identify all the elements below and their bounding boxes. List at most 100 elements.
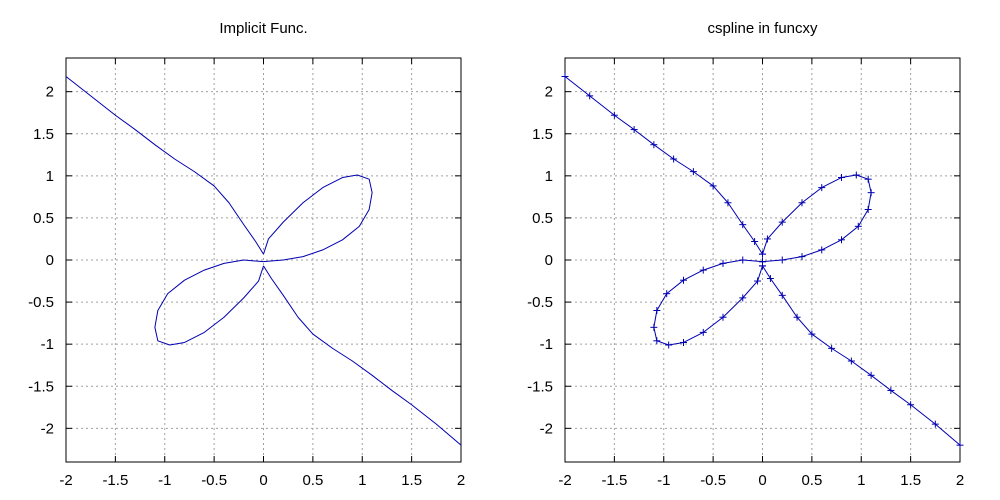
x-tick-label: 1 xyxy=(857,472,865,489)
y-tick-label: -2 xyxy=(540,420,553,437)
data-point-marker xyxy=(739,221,747,229)
x-tick-label: -1 xyxy=(158,472,171,489)
data-point-marker xyxy=(663,290,671,298)
data-point-marker xyxy=(751,237,759,245)
x-tick-label: 0.5 xyxy=(302,472,323,489)
data-point-marker xyxy=(887,386,895,394)
data-point-marker xyxy=(689,168,697,176)
x-tick-label: 0.5 xyxy=(801,472,822,489)
data-point-marker xyxy=(867,189,875,197)
x-tick-label: -1.5 xyxy=(102,472,128,489)
data-point-marker xyxy=(561,73,569,81)
data-point-marker xyxy=(759,250,766,258)
y-tick-label: 0.5 xyxy=(532,210,553,227)
data-point-marker xyxy=(808,330,816,338)
data-point-marker xyxy=(650,141,658,149)
curve-segment-2 xyxy=(263,174,373,263)
data-point-marker xyxy=(931,420,939,428)
y-tick-label: 2 xyxy=(46,84,54,101)
x-tick-label: 1.5 xyxy=(401,472,422,489)
data-point-marker xyxy=(847,357,855,365)
data-point-marker xyxy=(818,246,826,254)
chart-panel-cspline-in-funcxy: cspline in funcxy -2 -1.5 -1 -0.5 0 0.5 1 1.5 2 2 1… xyxy=(527,20,964,489)
data-point-marker xyxy=(759,262,766,270)
data-point-marker xyxy=(610,111,618,119)
x-tick-label: 1.5 xyxy=(900,472,921,489)
data-point-marker xyxy=(818,184,826,192)
data-point-marker xyxy=(719,259,727,267)
x-tick-label: 1 xyxy=(358,472,366,489)
curve-segment-4 xyxy=(263,265,462,446)
data-point-marker xyxy=(709,182,717,190)
curve-segment-3 xyxy=(653,259,763,346)
y-tick-label: 2 xyxy=(545,84,553,101)
data-point-marker xyxy=(864,206,872,213)
data-point-marker xyxy=(838,174,845,182)
y-tick-label: -1.5 xyxy=(28,378,54,395)
curve-segment-3 xyxy=(154,259,264,346)
data-point-marker xyxy=(838,236,845,244)
chart-title: cspline in funcxy xyxy=(707,20,818,37)
data-point-marker xyxy=(907,401,915,409)
y-tick-label: 0 xyxy=(545,252,553,269)
data-point-marker xyxy=(763,235,771,243)
data-point-marker xyxy=(864,175,872,183)
y-tick-label: -1 xyxy=(41,336,54,353)
x-tick-label: -1 xyxy=(657,472,670,489)
data-point-marker xyxy=(653,307,661,314)
data-point-marker xyxy=(630,126,638,134)
data-point-marker xyxy=(586,92,594,100)
data-point-marker xyxy=(798,253,806,261)
y-tick-label: 0.5 xyxy=(33,210,54,227)
data-point-marker xyxy=(778,256,786,264)
chart-title: Implicit Func. xyxy=(219,20,307,37)
data-point-marker xyxy=(854,222,862,230)
data-point-marker xyxy=(699,266,707,274)
data-point-marker xyxy=(739,294,747,302)
data-point-marker xyxy=(719,313,727,321)
data-point-marker xyxy=(680,338,687,346)
data-point-marker xyxy=(650,323,658,331)
y-tick-label: -0.5 xyxy=(28,294,54,311)
y-tick-label: 1.5 xyxy=(33,126,54,143)
x-tick-label: -0.5 xyxy=(700,472,726,489)
data-point-marker xyxy=(798,199,806,207)
data-point-marker xyxy=(778,291,786,299)
x-tick-label: 2 xyxy=(956,472,964,489)
data-point-marker xyxy=(852,171,860,179)
x-tick-label: 2 xyxy=(457,472,465,489)
curve-segment-1 xyxy=(65,76,264,255)
y-tick-label: 0 xyxy=(46,252,54,269)
data-point-marker xyxy=(828,344,836,352)
x-tick-label: -2 xyxy=(59,472,72,489)
data-point-marker xyxy=(754,277,762,285)
x-tick-label: -0.5 xyxy=(201,472,227,489)
data-point-marker xyxy=(778,218,786,226)
data-point-marker xyxy=(724,199,732,207)
x-tick-label: 0 xyxy=(758,472,766,489)
x-tick-label: 0 xyxy=(259,472,267,489)
data-point-marker xyxy=(670,155,678,163)
data-point-marker xyxy=(680,276,687,284)
data-point-marker xyxy=(793,313,801,321)
y-tick-label: -0.5 xyxy=(527,294,553,311)
data-point-marker xyxy=(653,337,661,345)
y-tick-label: -1 xyxy=(540,336,553,353)
curve-segment-2 xyxy=(762,174,872,263)
x-tick-label: -2 xyxy=(558,472,571,489)
data-point-marker xyxy=(665,341,673,349)
y-tick-label: 1 xyxy=(46,168,54,185)
data-point-marker xyxy=(766,275,774,283)
curve-segment-4 xyxy=(762,265,961,446)
curve-segment-1 xyxy=(564,76,763,255)
y-tick-label: 1 xyxy=(545,168,553,185)
data-point-marker xyxy=(739,256,747,264)
y-tick-label: -2 xyxy=(41,420,54,437)
data-point-marker xyxy=(699,328,707,336)
data-point-marker xyxy=(867,371,875,379)
y-tick-label: -1.5 xyxy=(527,378,553,395)
y-tick-label: 1.5 xyxy=(532,126,553,143)
x-tick-label: -1.5 xyxy=(601,472,627,489)
chart-panel-implicit-func: Implicit Func. -2 -1.5 -1 -0.5 0 0.5 1 1.5 2 2 1.5 1… xyxy=(28,20,465,489)
